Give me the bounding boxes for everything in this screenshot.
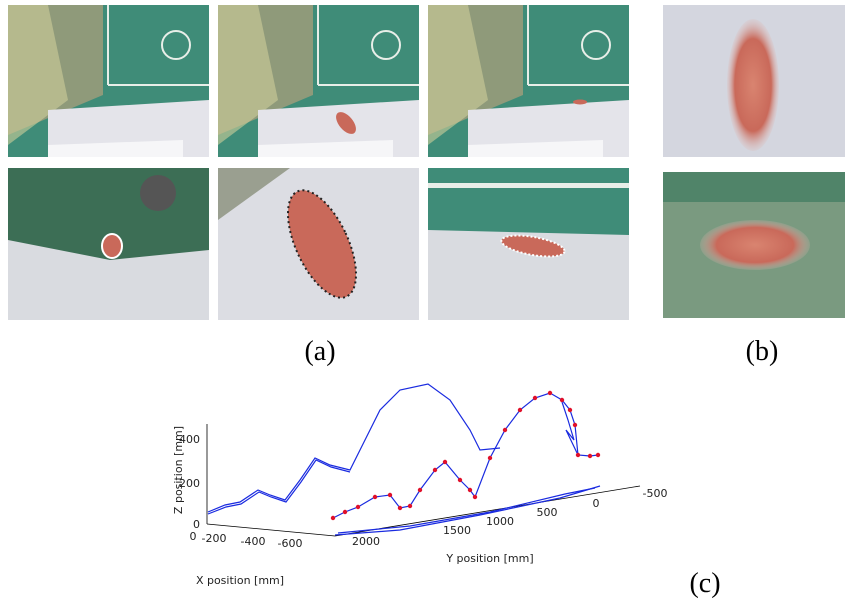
- trajectory-points: [331, 391, 600, 520]
- y-tick-label: -500: [643, 487, 668, 500]
- trajectory-point: [548, 391, 552, 395]
- y-tick-label: 1000: [486, 515, 514, 528]
- trajectory-point: [518, 408, 522, 412]
- z-axis-label: Z position [mm]: [172, 426, 185, 514]
- trajectory-point: [408, 504, 412, 508]
- trajectory-point: [488, 456, 492, 460]
- trajectory-point: [398, 506, 402, 510]
- trajectory-point: [458, 478, 462, 482]
- trajectory-point: [576, 453, 580, 457]
- plot-3d: [207, 424, 640, 536]
- trajectory-point: [373, 495, 377, 499]
- trajectory-point: [533, 396, 537, 400]
- x-tick-label: -200: [202, 532, 227, 545]
- y-tick-label: 0: [593, 497, 600, 510]
- y-tick-label: 500: [537, 506, 558, 519]
- x-axis-label: X position [mm]: [196, 574, 284, 587]
- panel-a-images: [8, 5, 629, 320]
- trajectory-point: [388, 493, 392, 497]
- x-tick-label: -600: [278, 537, 303, 550]
- panel-label: (b): [746, 336, 779, 367]
- panel-label: (a): [304, 336, 335, 367]
- trajectory-point: [433, 468, 437, 472]
- trajectory-point: [560, 398, 564, 402]
- trajectory-point: [568, 408, 572, 412]
- trajectory-point: [573, 423, 577, 427]
- figure: (a) (b) (c) 02004002000150010005000-5000…: [0, 0, 854, 603]
- y-tick-label: 1500: [443, 524, 471, 537]
- trajectory-point: [331, 516, 335, 520]
- trajectory-point: [473, 495, 477, 499]
- trajectory-point: [468, 488, 472, 492]
- trajectory-point: [418, 488, 422, 492]
- y-axis-label: Y position [mm]: [445, 552, 533, 565]
- trajectory-point: [503, 428, 507, 432]
- trajectory-point: [443, 460, 447, 464]
- trajectory-point: [343, 510, 347, 514]
- x-tick-label: -400: [241, 535, 266, 548]
- x-tick-label: 0: [190, 530, 197, 543]
- trajectory-point: [356, 505, 360, 509]
- trajectory-point: [588, 454, 592, 458]
- trajectory-point: [596, 453, 600, 457]
- panel-label: (c): [689, 568, 720, 599]
- y-tick-label: 2000: [352, 535, 380, 548]
- panel-b-images: [663, 5, 845, 318]
